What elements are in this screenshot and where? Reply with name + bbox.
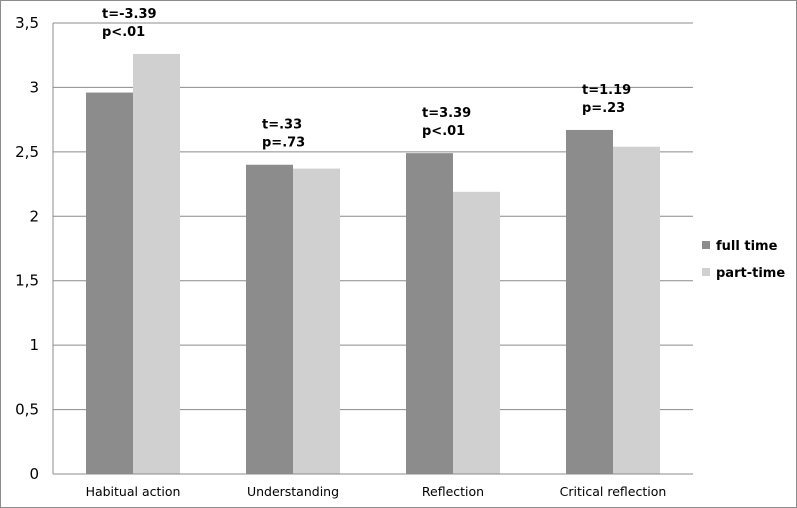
annotation-t-stat: t=-3.39 <box>102 7 157 22</box>
y-tick-label: 1,5 <box>15 272 39 290</box>
annotation-p-value: p<.01 <box>422 124 465 139</box>
bar-part-time-4 <box>613 146 660 474</box>
legend-swatch <box>702 268 710 276</box>
annotation-t-stat: t=1.19 <box>582 83 631 98</box>
bars <box>86 53 660 475</box>
bar-part-time-1 <box>133 53 180 474</box>
y-tick-label: 2,5 <box>15 143 39 161</box>
legend-label: part-time <box>716 266 785 281</box>
y-tick-label: 0,5 <box>15 401 39 419</box>
x-tick-label: Reflection <box>422 484 484 499</box>
bar-full-time-3 <box>406 153 453 474</box>
y-axis: 0 0,5 1 1,5 2 2,5 3 3,5 <box>15 14 54 483</box>
bar-full-time-2 <box>246 164 293 474</box>
x-axis: Habitual action Understanding Reflection Cr… <box>53 473 693 499</box>
x-tick-label: Understanding <box>247 484 339 499</box>
annotation-p-value: p=.73 <box>262 136 305 151</box>
y-tick-label: 3,5 <box>15 14 39 32</box>
y-tick-label: 3 <box>29 78 39 96</box>
y-tick-label: 1 <box>29 336 39 354</box>
annotation-t-stat: t=3.39 <box>422 106 471 121</box>
annotation-p-value: p<.01 <box>102 25 145 40</box>
annotation-p-value: p=.23 <box>582 101 625 116</box>
bar-part-time-3 <box>453 191 500 474</box>
x-tick-label: Critical reflection <box>560 484 667 499</box>
legend: full time part-time <box>702 239 785 281</box>
legend-label: full time <box>716 239 778 254</box>
annotations: t=-3.39 p<.01 t=.33 p=.73 t=3.39 p<.01 t=1.19 p… <box>102 7 631 151</box>
annotation-t-stat: t=.33 <box>262 118 302 133</box>
legend-swatch <box>702 241 710 249</box>
y-tick-label: 0 <box>29 465 39 483</box>
x-tick-label: Habitual action <box>86 484 181 499</box>
bar-full-time-1 <box>86 92 133 474</box>
bar-part-time-2 <box>293 168 340 474</box>
y-tick-label: 2 <box>29 207 39 225</box>
bar-full-time-4 <box>566 129 613 475</box>
